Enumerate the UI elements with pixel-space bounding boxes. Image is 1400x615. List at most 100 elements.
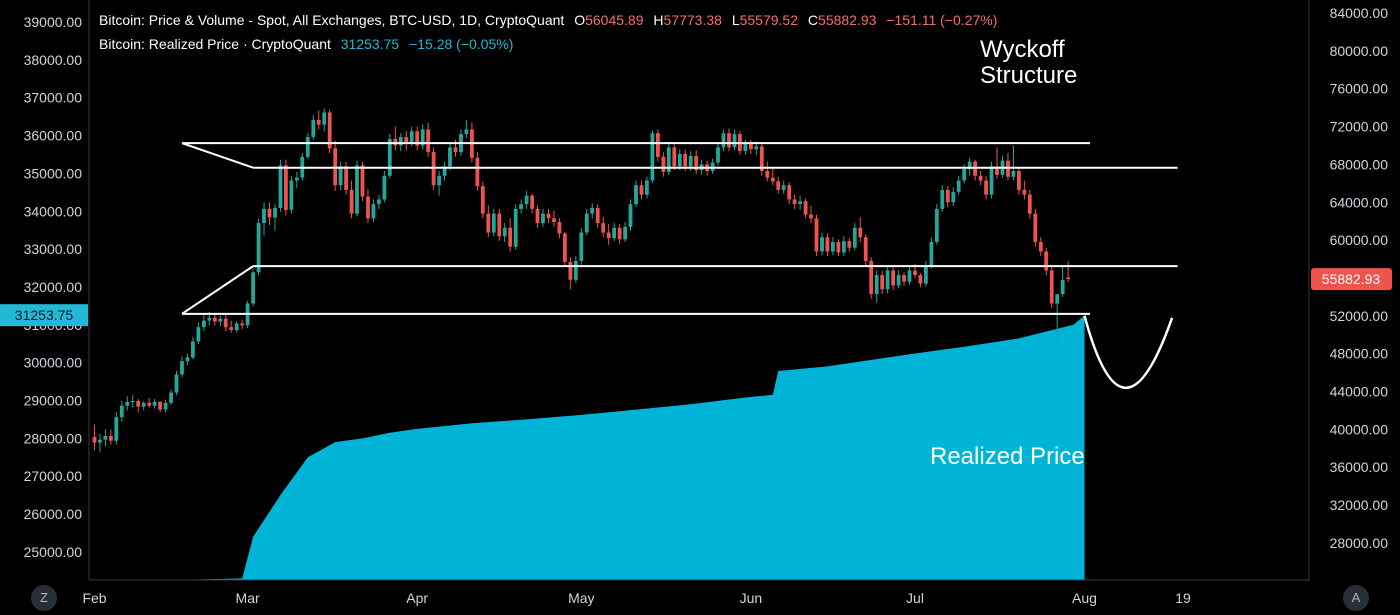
candle-body (798, 201, 802, 205)
price-candle (202, 313, 206, 331)
bowl-curve (1083, 315, 1174, 390)
candle-body (305, 137, 310, 157)
candle-body (464, 129, 469, 135)
price-candle (639, 180, 644, 200)
candle-body (1049, 270, 1054, 304)
right-axis-tick-label: 80000.00 (1330, 43, 1389, 59)
candle-body (825, 237, 830, 252)
candle-body (573, 260, 578, 280)
left-axis-tick-label: 37000.00 (24, 90, 83, 106)
candle-body (119, 405, 124, 418)
right-axis-tick-label: 52000.00 (1330, 308, 1389, 324)
price-candle (732, 129, 737, 151)
candle-body (584, 213, 589, 233)
price-candle (338, 161, 343, 190)
candle-body (874, 275, 879, 294)
candle-body (442, 166, 447, 176)
price-series-title[interactable]: Bitcoin: Price & Volume - Spot, All Exch… (99, 12, 565, 28)
candle-body (366, 196, 370, 219)
price-candle (1033, 208, 1038, 247)
price-candle (223, 314, 228, 331)
candle-body (781, 185, 786, 190)
candle-body (978, 175, 983, 181)
price-candle (650, 130, 655, 184)
price-candle (212, 313, 217, 326)
price-candle (557, 218, 562, 239)
price-candle (366, 189, 370, 224)
price-candle (229, 320, 234, 333)
candle-body (262, 208, 266, 224)
price-candle (721, 129, 726, 152)
price-candle (141, 401, 146, 411)
realized-value: 31253.75 (340, 36, 400, 52)
price-candle (541, 208, 545, 227)
candle-body (491, 213, 496, 233)
candle-body (1044, 251, 1049, 271)
candle-body (327, 112, 332, 149)
realized-series-title[interactable]: Bitcoin: Realized Price · CryptoQuant (99, 36, 331, 52)
price-candle (344, 161, 348, 195)
left-price-axis[interactable]: 39000.00 38000.00 37000.00 36000.00 35000.00… (24, 14, 83, 560)
axis-badges: 55882.93 31253.75 (0, 268, 1392, 327)
candle-body (552, 218, 556, 223)
candle-body (934, 208, 939, 242)
candle-body (831, 242, 835, 252)
candle-body (940, 190, 945, 209)
candle-body (1027, 194, 1032, 214)
price-candle (858, 217, 863, 242)
current-price-badge (1311, 268, 1392, 291)
candle-body (229, 327, 234, 330)
price-candle (628, 199, 633, 231)
price-candle (885, 265, 890, 294)
candle-body (683, 154, 688, 167)
auto-scale-button[interactable]: A (1343, 585, 1369, 611)
price-candle (163, 400, 168, 413)
open-key: O (574, 12, 586, 28)
price-candle (327, 109, 332, 154)
price-candle (934, 204, 939, 245)
price-candle (284, 159, 288, 216)
price-candle (918, 273, 923, 288)
candle-body (437, 175, 441, 186)
candle-body (639, 185, 644, 195)
wyckoff-annotation: Wyckoff Structure (980, 37, 1077, 89)
price-candle (863, 234, 868, 266)
candle-body (606, 232, 611, 239)
timezone-toggle-button[interactable]: Z (31, 585, 57, 611)
price-candle (984, 175, 988, 200)
price-candle (798, 195, 802, 210)
candle-body (995, 166, 999, 175)
price-candle (530, 193, 534, 214)
right-axis-tick-label: 44000.00 (1330, 384, 1389, 400)
left-axis-tick-label: 35000.00 (24, 165, 83, 181)
candle-body (147, 402, 152, 406)
price-candle (770, 167, 775, 186)
price-candle (158, 401, 162, 413)
realized-price-area-layer (176, 315, 1085, 580)
candle-body (617, 227, 622, 240)
right-axis-tick-label: 76000.00 (1330, 81, 1389, 97)
price-candle (902, 272, 906, 286)
candle-body (787, 185, 792, 200)
price-candle (519, 199, 523, 214)
right-axis-tick-label: 68000.00 (1330, 156, 1389, 172)
candle-body (278, 165, 283, 208)
candle-body (185, 357, 190, 362)
time-axis[interactable]: Feb Mar Apr May Jun Jul Aug 19 (82, 590, 1191, 606)
price-candle (267, 202, 272, 225)
candle-body (420, 129, 425, 146)
candle-body (169, 392, 173, 403)
candle-body (530, 195, 534, 209)
price-candle (568, 257, 573, 290)
price-candle (502, 223, 507, 242)
candle-body (141, 402, 146, 407)
candle-body (770, 177, 775, 182)
price-candle (765, 161, 770, 182)
price-candle (125, 396, 130, 411)
price-candle (316, 110, 321, 130)
candle-body (535, 208, 540, 224)
price-candle (1038, 237, 1043, 257)
candle-body (218, 318, 223, 322)
price-candle (1027, 190, 1032, 219)
right-axis-tick-label: 32000.00 (1330, 497, 1389, 513)
